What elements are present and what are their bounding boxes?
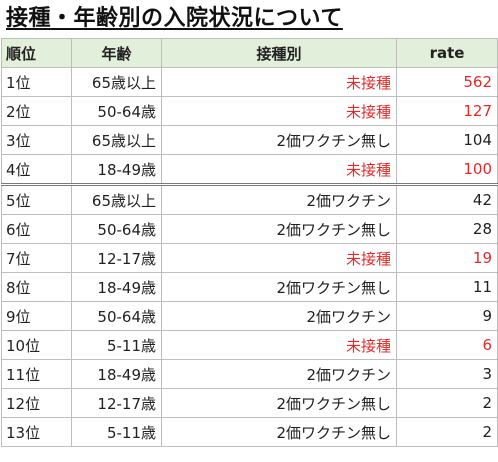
rank-cell[interactable]: 6位 bbox=[1, 214, 72, 244]
vaccination-cell[interactable]: 未接種 bbox=[161, 243, 397, 273]
table-row: 6位 50-64歳 2価ワクチン無し 28 bbox=[1, 214, 498, 244]
rank-cell[interactable]: 1位 bbox=[1, 67, 72, 97]
age-cell[interactable]: 5-11歳 bbox=[71, 330, 162, 360]
rank-cell[interactable]: 12位 bbox=[1, 388, 72, 418]
age-cell[interactable]: 50-64歳 bbox=[71, 214, 162, 244]
rank-cell[interactable]: 4位 bbox=[1, 154, 72, 185]
rank-cell[interactable]: 7位 bbox=[1, 243, 72, 273]
rate-cell[interactable]: 9 bbox=[396, 301, 498, 331]
column-header-rate[interactable]: rate bbox=[396, 38, 498, 68]
table-row: 3位 65歳以上 2価ワクチン無し 104 bbox=[1, 125, 498, 155]
age-cell[interactable]: 50-64歳 bbox=[71, 96, 162, 126]
vaccination-cell[interactable]: 2価ワクチン bbox=[161, 359, 397, 389]
rate-cell[interactable]: 19 bbox=[396, 243, 498, 273]
table-row: 1位 65歳以上 未接種 562 bbox=[1, 67, 498, 97]
vaccination-cell[interactable]: 2価ワクチン無し bbox=[161, 214, 397, 244]
column-header-rank[interactable]: 順位 bbox=[1, 38, 72, 68]
rank-cell[interactable]: 9位 bbox=[1, 301, 72, 331]
column-header-age[interactable]: 年齢 bbox=[71, 38, 162, 68]
table-row: 4位 18-49歳 未接種 100 bbox=[1, 154, 498, 185]
age-cell[interactable]: 12-17歳 bbox=[71, 388, 162, 418]
table-row: 12位 12-17歳 2価ワクチン無し 2 bbox=[1, 388, 498, 418]
rank-cell[interactable]: 10位 bbox=[1, 330, 72, 360]
table-row: 7位 12-17歳 未接種 19 bbox=[1, 243, 498, 273]
table-row: 13位 5-11歳 2価ワクチン無し 2 bbox=[1, 417, 498, 447]
vaccination-cell[interactable]: 未接種 bbox=[161, 67, 397, 97]
rate-cell[interactable]: 562 bbox=[396, 67, 498, 97]
age-cell[interactable]: 65歳以上 bbox=[71, 183, 162, 215]
table-row: 10位 5-11歳 未接種 6 bbox=[1, 330, 498, 360]
rate-cell[interactable]: 127 bbox=[396, 96, 498, 126]
vaccination-cell[interactable]: 2価ワクチン無し bbox=[161, 388, 397, 418]
rank-cell[interactable]: 2位 bbox=[1, 96, 72, 126]
rate-cell[interactable]: 104 bbox=[396, 125, 498, 155]
rate-cell[interactable]: 2 bbox=[396, 417, 498, 447]
age-cell[interactable]: 12-17歳 bbox=[71, 243, 162, 273]
rate-cell[interactable]: 100 bbox=[396, 154, 498, 185]
rate-cell[interactable]: 3 bbox=[396, 359, 498, 389]
vaccination-cell[interactable]: 2価ワクチン bbox=[161, 301, 397, 331]
table-row: 8位 18-49歳 2価ワクチン無し 11 bbox=[1, 272, 498, 302]
rank-cell[interactable]: 5位 bbox=[1, 183, 72, 215]
table-row: 2位 50-64歳 未接種 127 bbox=[1, 96, 498, 126]
rate-cell[interactable]: 6 bbox=[396, 330, 498, 360]
age-cell[interactable]: 18-49歳 bbox=[71, 272, 162, 302]
age-cell[interactable]: 18-49歳 bbox=[71, 154, 162, 185]
page-title: 接種・年齢別の入院状況について bbox=[6, 6, 343, 31]
table-row: 11位 18-49歳 2価ワクチン 3 bbox=[1, 359, 498, 389]
age-cell[interactable]: 50-64歳 bbox=[71, 301, 162, 331]
rank-cell[interactable]: 13位 bbox=[1, 417, 72, 447]
table-row: 9位 50-64歳 2価ワクチン 9 bbox=[1, 301, 498, 331]
table-header-row: 順位 年齢 接種別 rate bbox=[1, 38, 498, 68]
vaccination-cell[interactable]: 未接種 bbox=[161, 154, 397, 185]
rate-cell[interactable]: 42 bbox=[396, 183, 498, 215]
vaccination-cell[interactable]: 2価ワクチン無し bbox=[161, 125, 397, 155]
vaccination-cell[interactable]: 2価ワクチン無し bbox=[161, 272, 397, 302]
age-cell[interactable]: 5-11歳 bbox=[71, 417, 162, 447]
rate-cell[interactable]: 11 bbox=[396, 272, 498, 302]
rate-cell[interactable]: 28 bbox=[396, 214, 498, 244]
age-cell[interactable]: 18-49歳 bbox=[71, 359, 162, 389]
vaccination-cell[interactable]: 2価ワクチン bbox=[161, 183, 397, 215]
age-cell[interactable]: 65歳以上 bbox=[71, 125, 162, 155]
vaccination-cell[interactable]: 2価ワクチン無し bbox=[161, 417, 397, 447]
rank-cell[interactable]: 3位 bbox=[1, 125, 72, 155]
vaccination-cell[interactable]: 未接種 bbox=[161, 96, 397, 126]
hospitalization-table: 順位 年齢 接種別 rate 1位 65歳以上 未接種 562 2位 50-64歳 未接種… bbox=[1, 38, 498, 447]
column-header-vaccination[interactable]: 接種別 bbox=[161, 38, 397, 68]
rank-cell[interactable]: 11位 bbox=[1, 359, 72, 389]
rate-cell[interactable]: 2 bbox=[396, 388, 498, 418]
table-row: 5位 65歳以上 2価ワクチン 42 bbox=[1, 183, 498, 215]
age-cell[interactable]: 65歳以上 bbox=[71, 67, 162, 97]
rank-cell[interactable]: 8位 bbox=[1, 272, 72, 302]
vaccination-cell[interactable]: 未接種 bbox=[161, 330, 397, 360]
